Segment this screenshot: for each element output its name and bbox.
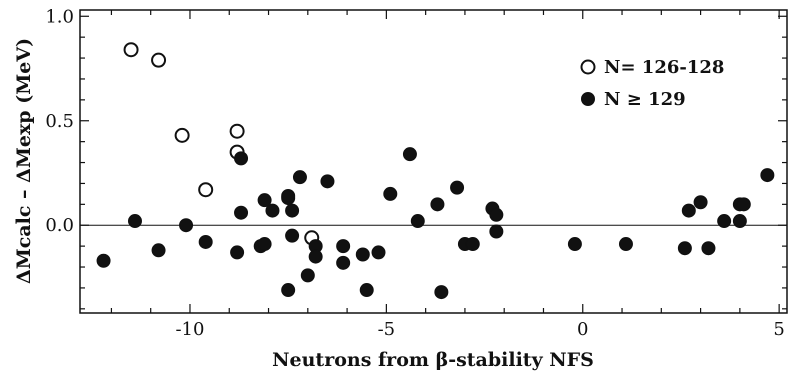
data-point-filled bbox=[257, 237, 272, 252]
data-point-filled bbox=[179, 218, 194, 233]
legend-marker-filled bbox=[581, 92, 595, 106]
axis-ticks: -10 -5 0 5 0.0 0.5 1.0 bbox=[45, 6, 787, 340]
data-point-filled bbox=[701, 241, 716, 256]
y-tick-label: 0.0 bbox=[45, 215, 74, 236]
data-point-filled bbox=[489, 207, 504, 222]
data-point-filled bbox=[96, 253, 111, 268]
data-point-filled bbox=[736, 197, 751, 212]
data-point-open bbox=[151, 52, 167, 68]
data-point-filled bbox=[336, 255, 351, 270]
data-point-filled bbox=[732, 214, 747, 229]
data-point-filled bbox=[257, 193, 272, 208]
data-point-open bbox=[123, 42, 139, 58]
data-point-filled bbox=[308, 249, 323, 264]
x-tick-label: -10 bbox=[175, 319, 204, 340]
data-point-filled bbox=[265, 203, 280, 218]
legend-marker-open bbox=[580, 59, 596, 75]
data-point-filled bbox=[717, 214, 732, 229]
y-tick-label: 1.0 bbox=[45, 6, 74, 27]
data-point-filled bbox=[410, 214, 425, 229]
data-point-filled bbox=[234, 205, 249, 220]
data-point-filled bbox=[320, 174, 335, 189]
data-point-filled bbox=[430, 197, 445, 212]
plot-frame bbox=[79, 9, 788, 314]
data-point-filled bbox=[281, 188, 296, 203]
data-point-filled bbox=[681, 203, 696, 218]
data-point-filled bbox=[127, 214, 142, 229]
legend-label-filled: N ≥ 129 bbox=[604, 89, 686, 110]
data-point-filled bbox=[336, 239, 351, 254]
data-point-filled bbox=[402, 147, 417, 162]
data-point-filled bbox=[465, 237, 480, 252]
data-point-filled bbox=[230, 245, 245, 260]
data-point-filled bbox=[760, 168, 775, 183]
x-tick-label: 0 bbox=[577, 319, 588, 340]
legend: N= 126-128 N ≥ 129 bbox=[580, 57, 724, 110]
x-axis-title: Neutrons from β-stability NFS bbox=[272, 349, 594, 371]
data-point-filled bbox=[567, 237, 582, 252]
data-point-filled bbox=[292, 170, 307, 185]
legend-label-open: N= 126-128 bbox=[604, 57, 724, 78]
data-point-filled bbox=[234, 151, 249, 166]
data-point-filled bbox=[285, 228, 300, 243]
data-point-filled bbox=[450, 180, 465, 195]
x-tick-label: 5 bbox=[773, 319, 784, 340]
data-point-filled bbox=[434, 285, 449, 300]
data-point-filled bbox=[693, 195, 708, 210]
data-point-filled bbox=[383, 186, 398, 201]
data-point-filled bbox=[489, 224, 504, 239]
data-point-filled bbox=[355, 247, 370, 262]
data-point-filled bbox=[618, 237, 633, 252]
data-points bbox=[96, 42, 775, 300]
data-point-open bbox=[229, 123, 245, 139]
data-point-filled bbox=[677, 241, 692, 256]
data-point-filled bbox=[281, 283, 296, 298]
data-point-filled bbox=[371, 245, 386, 260]
y-tick-label: 0.5 bbox=[45, 111, 74, 132]
y-axis-title: ΔMcalc – ΔMexp (MeV) bbox=[13, 38, 35, 284]
data-point-filled bbox=[198, 234, 213, 249]
data-point-open bbox=[198, 182, 214, 198]
data-point-filled bbox=[151, 243, 166, 258]
data-point-filled bbox=[359, 283, 374, 298]
data-point-open bbox=[174, 127, 190, 143]
x-tick-label: -5 bbox=[378, 319, 396, 340]
data-point-filled bbox=[300, 268, 315, 283]
data-point-filled bbox=[285, 203, 300, 218]
